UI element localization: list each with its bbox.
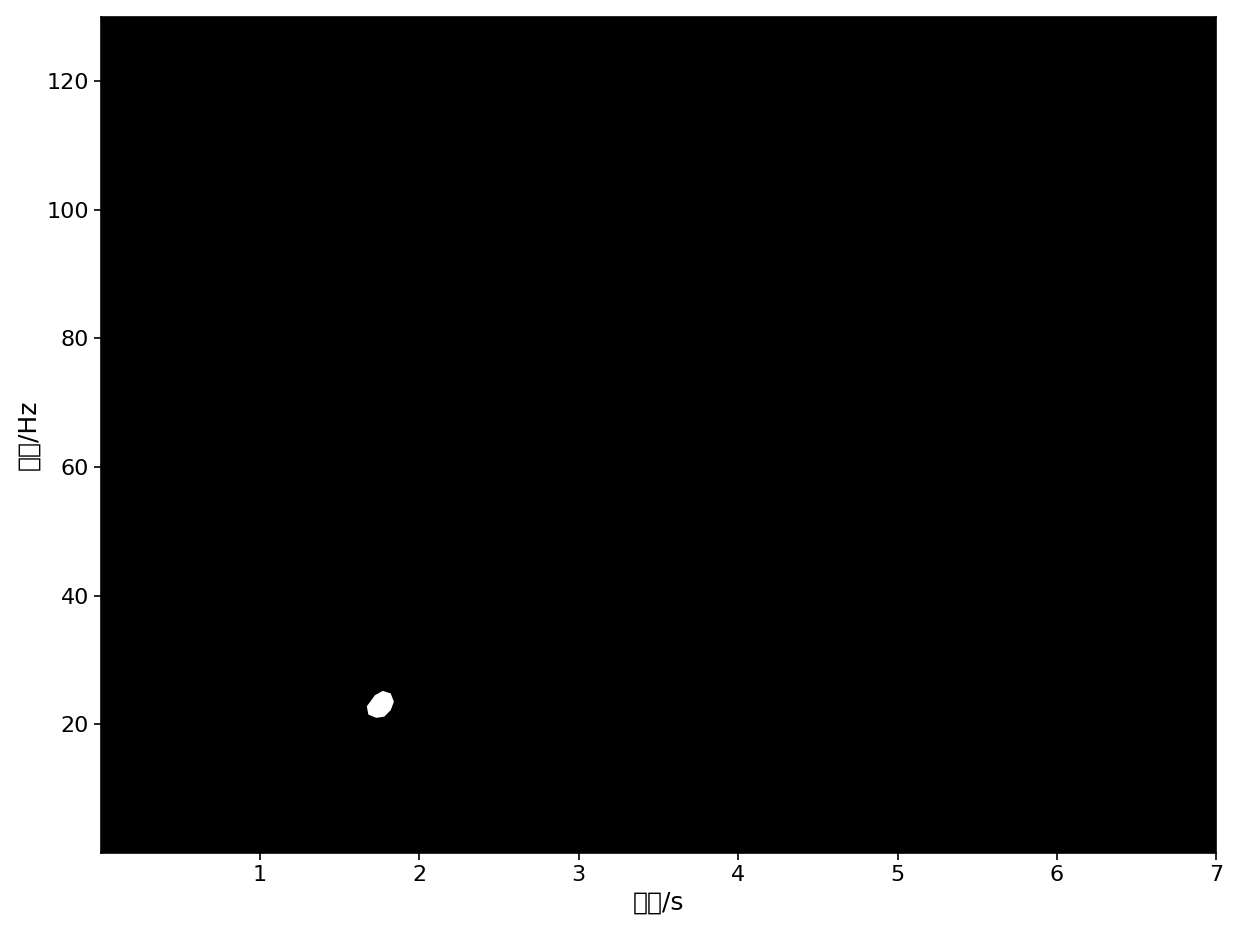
X-axis label: 时间/s: 时间/s xyxy=(632,890,684,914)
Y-axis label: 频率/Hz: 频率/Hz xyxy=(16,399,41,470)
Polygon shape xyxy=(367,691,394,718)
